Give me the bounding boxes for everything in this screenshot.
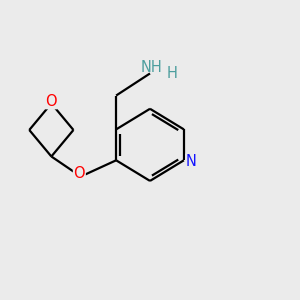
- Text: N: N: [186, 154, 197, 169]
- Text: H: H: [167, 66, 178, 81]
- Text: O: O: [74, 166, 85, 181]
- Text: O: O: [74, 166, 85, 181]
- Text: O: O: [46, 94, 57, 109]
- Text: O: O: [46, 94, 57, 109]
- Text: NH: NH: [141, 60, 162, 75]
- Text: N: N: [186, 154, 197, 169]
